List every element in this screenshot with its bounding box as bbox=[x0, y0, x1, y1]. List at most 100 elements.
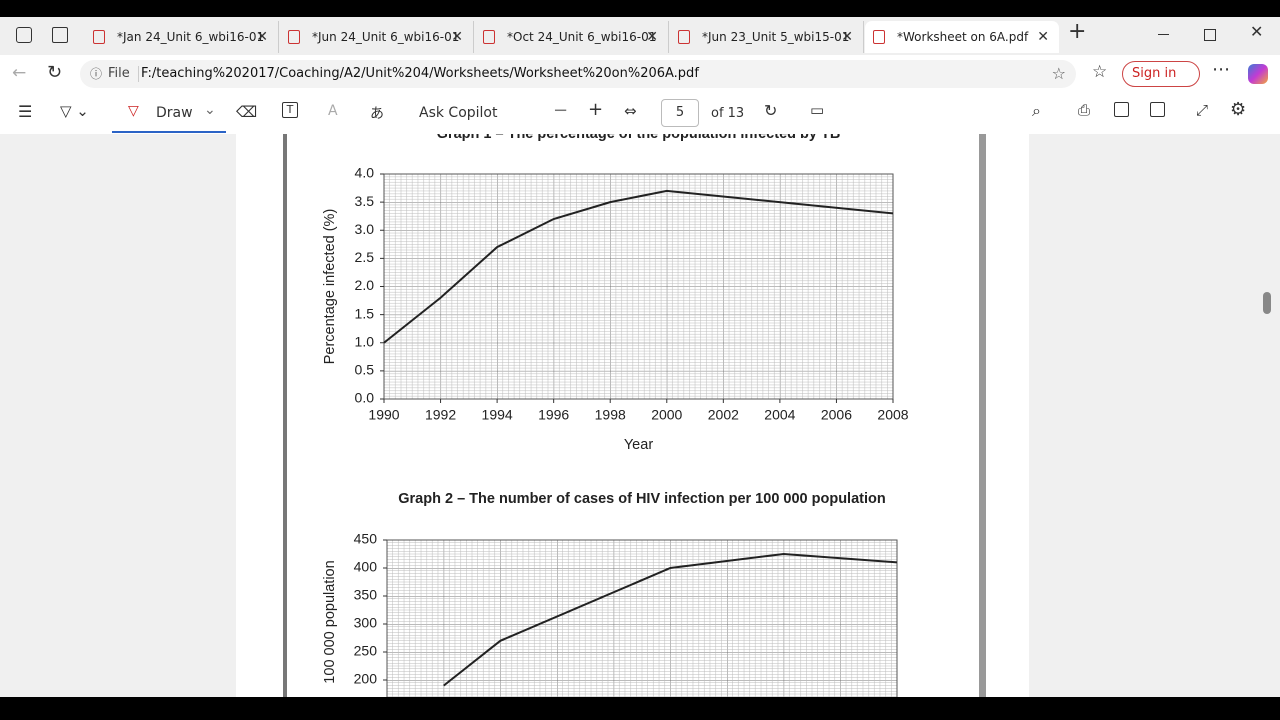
tab[interactable]: *Worksheet on 6A.pdf ✕ bbox=[865, 21, 1059, 53]
tab[interactable]: *Jun 24_Unit 6_wbi16-01 ✕ bbox=[280, 21, 474, 53]
settings-button[interactable]: ⚙ bbox=[1230, 99, 1247, 120]
page-number: 5 bbox=[675, 105, 685, 120]
grid bbox=[383, 173, 894, 400]
workspaces-button[interactable] bbox=[16, 27, 32, 43]
pdf-icon bbox=[483, 30, 495, 44]
page-count: of 13 bbox=[711, 106, 745, 121]
sign-in-button[interactable]: Sign in bbox=[1122, 61, 1200, 87]
zoom-in-button[interactable]: + bbox=[588, 99, 604, 120]
draw-icon: ▽ bbox=[128, 103, 139, 119]
ask-copilot-label: Ask Copilot bbox=[419, 105, 498, 121]
chart-title: Graph 2 – The number of cases of HIV inf… bbox=[398, 491, 885, 507]
tab-title: *Jun 24_Unit 6_wbi16-01 bbox=[312, 30, 460, 44]
x-tick-label: 1990 bbox=[368, 407, 399, 423]
x-tick-label: 2006 bbox=[821, 407, 852, 423]
y-tick-label: 3.5 bbox=[355, 193, 375, 209]
tab-title: *Jan 24_Unit 6_wbi16-01 bbox=[117, 30, 265, 44]
restore-button[interactable] bbox=[1204, 29, 1216, 41]
y-tick-label: 2.5 bbox=[355, 249, 375, 265]
close-window-button[interactable]: ✕ bbox=[1250, 22, 1264, 41]
tab[interactable]: *Jan 24_Unit 6_wbi16-01 ✕ bbox=[85, 21, 279, 53]
tab-close[interactable]: ✕ bbox=[256, 29, 268, 45]
scrollbar-thumb[interactable] bbox=[1263, 292, 1271, 314]
tab-bar: *Jan 24_Unit 6_wbi16-01 ✕ *Jun 24_Unit 6_w… bbox=[0, 17, 1280, 55]
erase-button[interactable]: ⌫ bbox=[236, 103, 258, 121]
tab-title: *Worksheet on 6A.pdf bbox=[897, 30, 1029, 44]
y-tick-label: 450 bbox=[354, 531, 378, 547]
save-button[interactable] bbox=[1114, 102, 1129, 117]
pdf-icon bbox=[288, 30, 300, 44]
menu-button[interactable]: ⋯ bbox=[1212, 59, 1230, 80]
draw-label: Draw bbox=[156, 105, 193, 121]
zoom-out-button[interactable]: − bbox=[553, 100, 569, 121]
pdf-icon bbox=[93, 30, 105, 44]
tab-close[interactable]: ✕ bbox=[451, 29, 463, 45]
contents-button[interactable]: ☰ bbox=[18, 102, 33, 121]
scheme-label: File bbox=[108, 66, 130, 81]
print-button[interactable]: ⎙ bbox=[1078, 101, 1091, 119]
pdf-icon bbox=[678, 30, 690, 44]
x-tick-label: 2002 bbox=[708, 407, 739, 423]
fullscreen-button[interactable]: ⤢ bbox=[1196, 101, 1209, 119]
pdf-toolbar: ☰ ▽ ⌄ ▽ Draw ⌄ ⌫ T A あ Ask Copilot − + ⇔… bbox=[0, 93, 1280, 135]
data-line bbox=[383, 189, 894, 344]
save-as-button[interactable] bbox=[1150, 102, 1165, 117]
y-tick-label: 4.0 bbox=[355, 165, 375, 181]
ask-copilot-button[interactable]: Ask Copilot bbox=[419, 105, 498, 121]
draw-dropdown: ⌄ bbox=[204, 102, 216, 118]
refresh-button[interactable]: ↻ bbox=[47, 62, 63, 83]
draw-button[interactable]: ▽ Draw ⌄ bbox=[112, 93, 226, 133]
fit-button[interactable]: ⇔ bbox=[624, 102, 637, 120]
page-view-button[interactable]: ▭ bbox=[810, 101, 825, 119]
address-bar[interactable]: ⓘ File F:/teaching%202017/Coaching/A2/Un… bbox=[80, 60, 1076, 88]
y-tick-label: 0.0 bbox=[355, 390, 375, 406]
tab-title: *Jun 23_Unit 5_wbi15-01 bbox=[702, 30, 850, 44]
x-tick-label: 2008 bbox=[877, 407, 908, 423]
tab[interactable]: *Jun 23_Unit 5_wbi15-01 ✕ bbox=[670, 21, 864, 53]
tab-close[interactable]: ✕ bbox=[841, 29, 853, 45]
x-tick-label: 1996 bbox=[538, 407, 569, 423]
y-tick-label: 1.5 bbox=[355, 305, 375, 321]
copilot-button[interactable] bbox=[1248, 64, 1268, 84]
page-number-input[interactable]: 5 bbox=[661, 99, 699, 127]
page-edge-right bbox=[979, 134, 986, 697]
y-tick-label: 3.0 bbox=[355, 221, 375, 237]
pdf-viewport: Graph 1 – The percentage of the populati… bbox=[0, 126, 1280, 709]
search-button[interactable]: ⌕ bbox=[1032, 101, 1041, 120]
favorites-button[interactable]: ☆ bbox=[1092, 62, 1108, 82]
page-edge-left bbox=[283, 134, 287, 697]
tab-close[interactable]: ✕ bbox=[646, 29, 658, 45]
pdf-icon bbox=[873, 30, 885, 44]
y-tick-label: 350 bbox=[354, 587, 378, 603]
page-layer: Graph 1 – The percentage of the populati… bbox=[236, 126, 1271, 709]
info-icon: ⓘ bbox=[90, 67, 103, 81]
text-button[interactable]: T bbox=[282, 102, 298, 118]
x-tick-label: 1998 bbox=[595, 407, 626, 423]
read-aloud-button[interactable]: A bbox=[328, 103, 338, 119]
x-tick-label: 2000 bbox=[651, 407, 682, 423]
x-tick-label: 2004 bbox=[764, 407, 795, 423]
minimize-button[interactable] bbox=[1158, 34, 1169, 35]
grid bbox=[386, 539, 898, 709]
tab[interactable]: *Oct 24_Unit 6_wbi16-01 ✕ bbox=[475, 21, 669, 53]
new-tab-button[interactable]: + bbox=[1068, 19, 1087, 44]
y-tick-label: 250 bbox=[354, 643, 378, 659]
rotate-button[interactable]: ↻ bbox=[764, 101, 778, 120]
x-tick-label: 1994 bbox=[482, 407, 513, 423]
address-row: ← ↻ ⓘ File F:/teaching%202017/Coaching/A… bbox=[0, 55, 1280, 93]
tab-actions-button[interactable] bbox=[52, 27, 68, 43]
favorite-button[interactable]: ☆ bbox=[1051, 64, 1066, 83]
x-tick-label: 1992 bbox=[425, 407, 456, 423]
tab-close[interactable]: ✕ bbox=[1037, 29, 1049, 45]
y-tick-label: 300 bbox=[354, 615, 378, 631]
y-axis-label: Percentage infected (%) bbox=[322, 209, 338, 365]
chart-title: Graph 1 – The percentage of the populati… bbox=[437, 134, 841, 142]
url-text: F:/teaching%202017/Coaching/A2/Unit%204/… bbox=[141, 66, 699, 81]
pdf-page-view: Graph 1 – The percentage of the populati… bbox=[236, 126, 1271, 709]
data-line bbox=[443, 552, 898, 687]
y-tick-label: 0.5 bbox=[355, 362, 375, 378]
y-axis-label: 100 000 population bbox=[322, 560, 338, 683]
highlight-button[interactable]: ▽ ⌄ bbox=[60, 102, 89, 120]
back-button[interactable]: ← bbox=[12, 63, 27, 83]
translate-button[interactable]: あ bbox=[370, 106, 384, 122]
